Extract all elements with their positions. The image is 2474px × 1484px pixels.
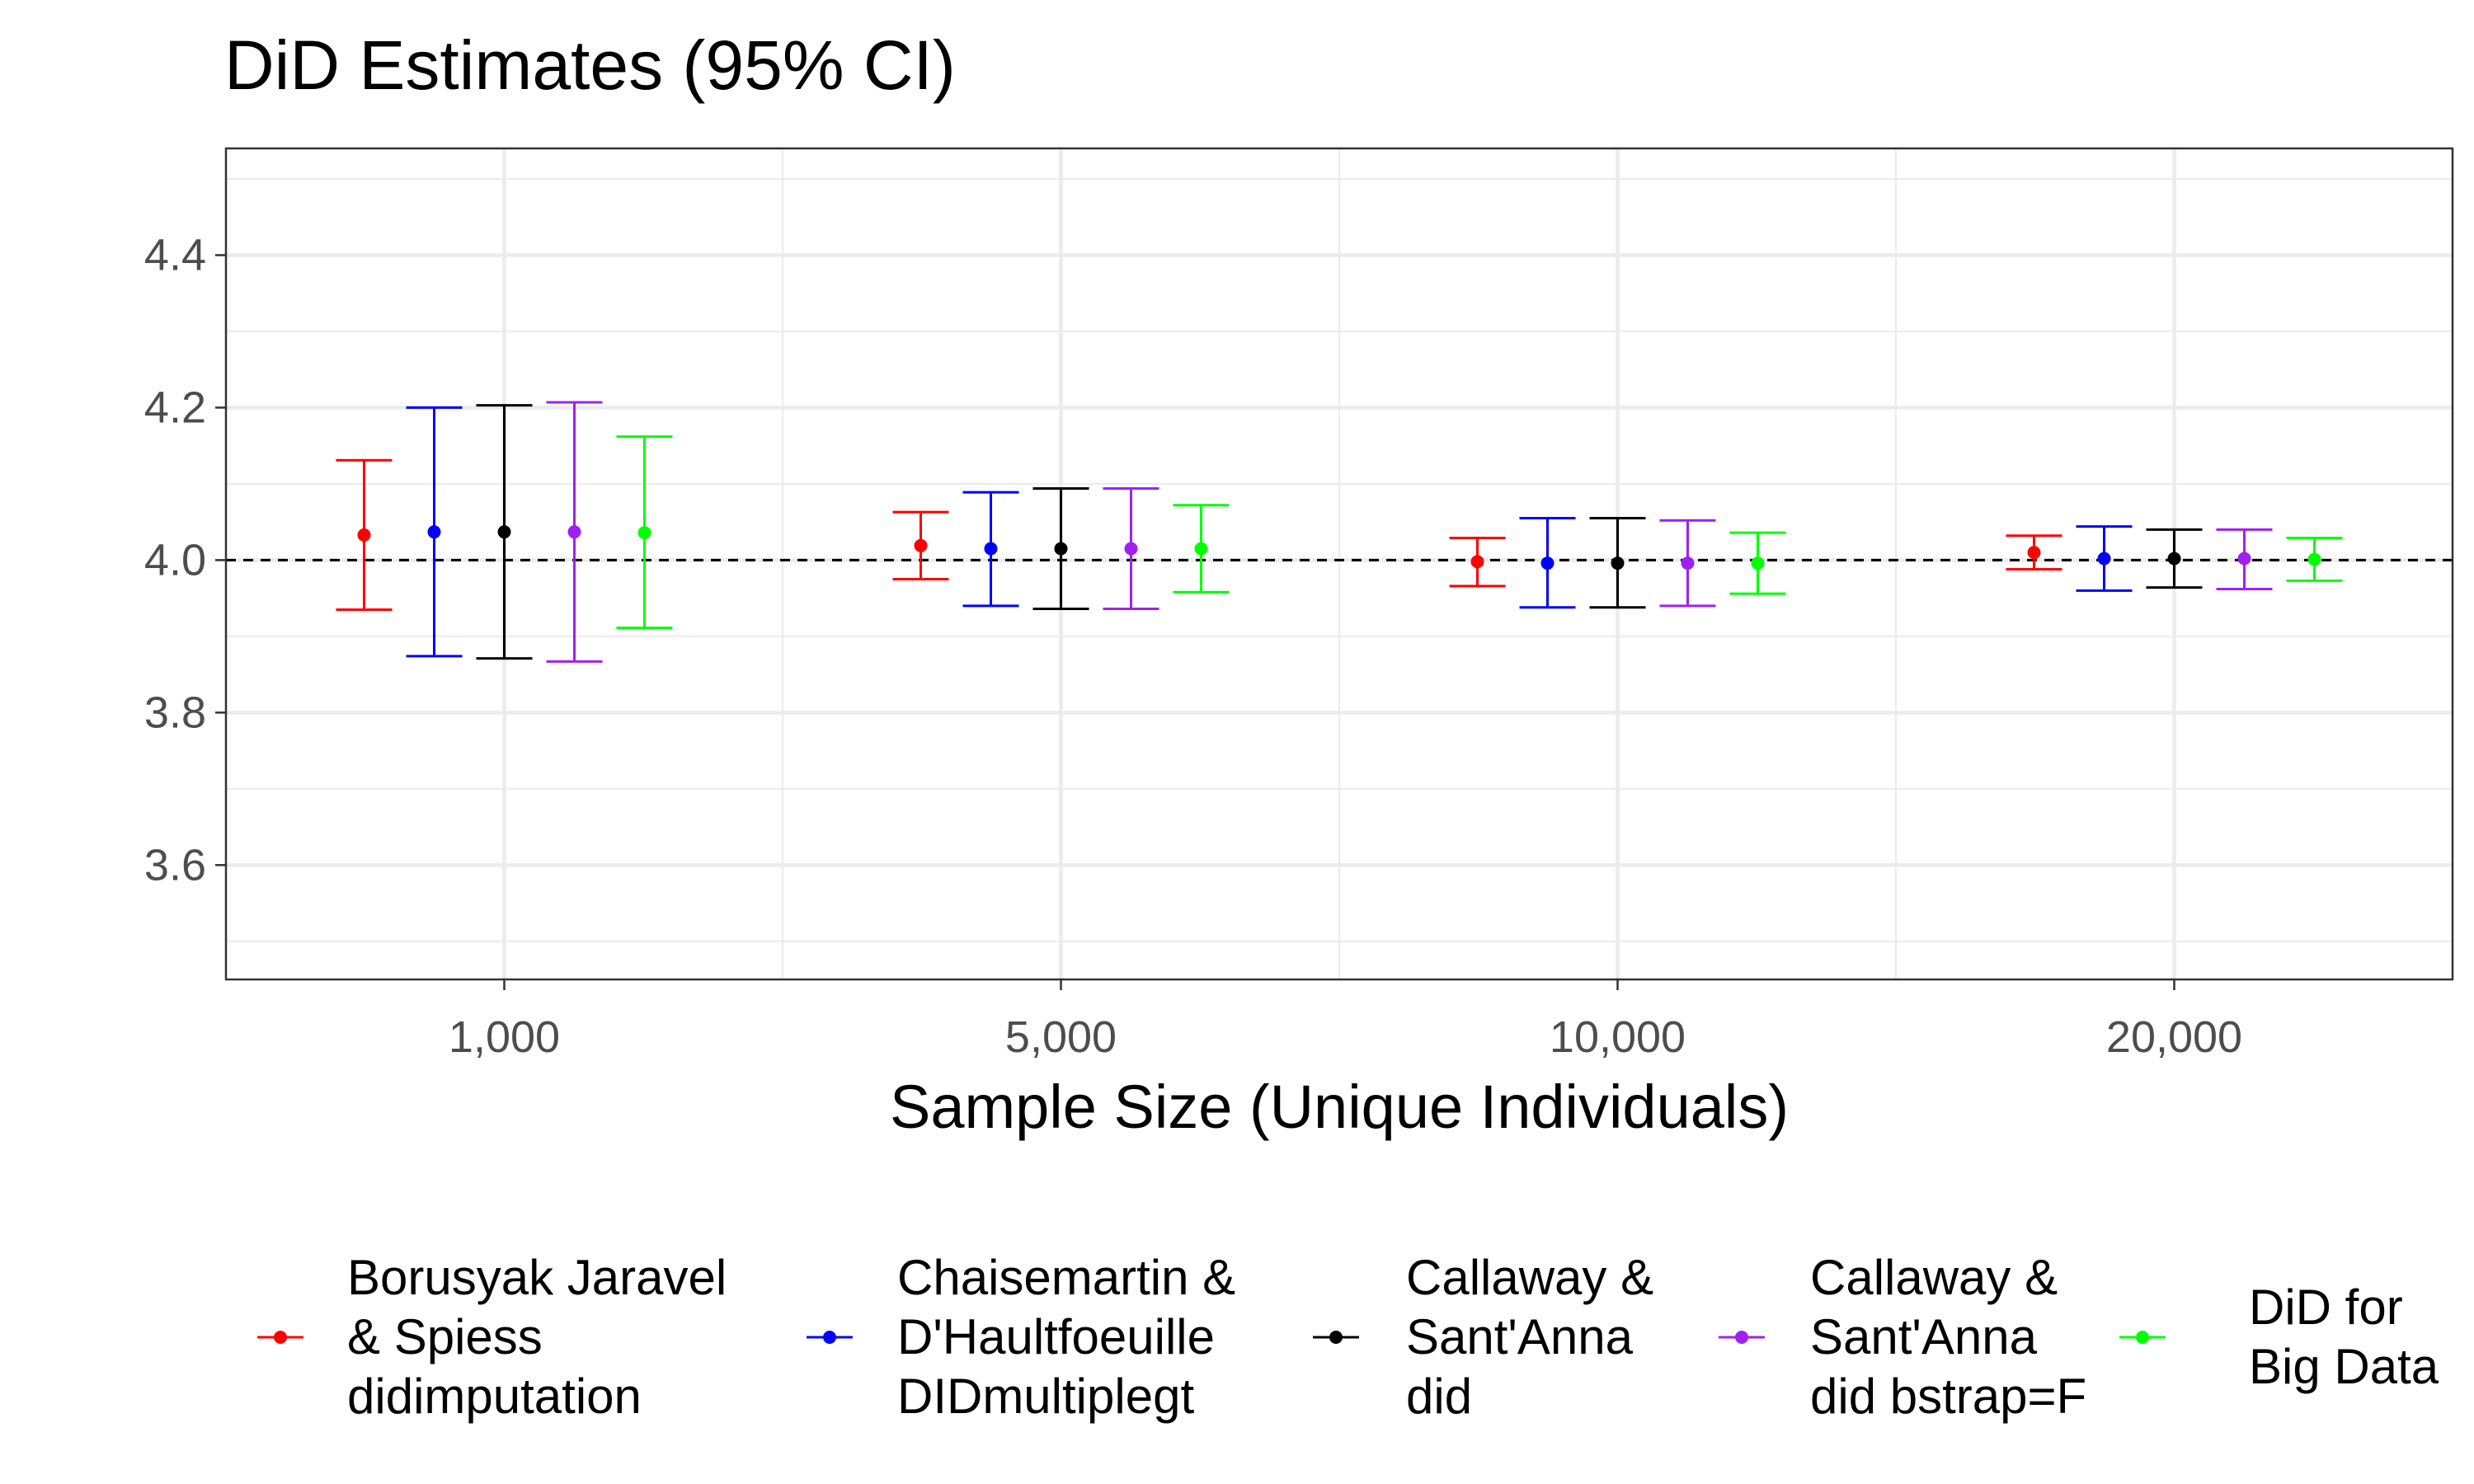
series-2 bbox=[406, 406, 2133, 658]
legend-key-point bbox=[1329, 1331, 1343, 1344]
legend-label-line: D'Haultfoeuille bbox=[897, 1309, 1215, 1364]
legend-label-line: Big Data bbox=[2249, 1339, 2439, 1394]
estimate-point bbox=[1751, 556, 1765, 571]
estimate-point bbox=[1681, 556, 1695, 571]
legend-item-2: Chaisemartin &D'HaultfoeuilleDIDmultiple… bbox=[807, 1250, 1235, 1424]
estimate-point bbox=[2237, 552, 2251, 566]
estimate-point bbox=[2167, 552, 2181, 566]
x-tick-label: 1,000 bbox=[449, 1012, 560, 1062]
x-axis-title: Sample Size (Unique Individuals) bbox=[890, 1073, 1789, 1141]
y-tick-label: 3.6 bbox=[144, 840, 206, 890]
y-tick-label: 3.8 bbox=[144, 688, 206, 737]
plot-panel-border bbox=[224, 147, 2454, 981]
legend-key-point bbox=[2136, 1331, 2149, 1344]
legend-key-point bbox=[823, 1331, 836, 1344]
estimate-point bbox=[2027, 546, 2041, 560]
series-5 bbox=[616, 435, 2343, 630]
series-1 bbox=[336, 458, 2062, 611]
legend-label-line: Callaway & bbox=[1810, 1250, 2058, 1305]
estimate-point bbox=[567, 525, 581, 539]
legend-label-line: DIDmultiplegt bbox=[897, 1369, 1194, 1424]
estimate-point bbox=[1470, 555, 1484, 569]
estimate-point bbox=[637, 526, 651, 540]
estimate-point bbox=[497, 525, 511, 539]
legend-label-line: DiD for bbox=[2249, 1280, 2403, 1335]
legend-label-line: Chaisemartin & bbox=[897, 1250, 1235, 1305]
estimate-point bbox=[1540, 556, 1554, 571]
y-tick-label: 4.4 bbox=[144, 230, 206, 279]
y-tick-label: 4.0 bbox=[144, 535, 206, 585]
legend-label-line: Callaway & bbox=[1406, 1250, 1653, 1305]
series-3 bbox=[476, 404, 2203, 660]
legend-label-line: did bstrap=F bbox=[1810, 1369, 2086, 1424]
legend-key-point bbox=[1735, 1331, 1748, 1344]
estimate-point bbox=[2097, 552, 2111, 566]
chart-title: DiD Estimates (95% CI) bbox=[224, 26, 956, 104]
y-tick-label: 4.2 bbox=[144, 383, 206, 432]
legend-label-line: didimputation bbox=[347, 1369, 642, 1424]
estimate-point bbox=[357, 528, 371, 542]
x-tick-label: 20,000 bbox=[2106, 1012, 2242, 1062]
estimate-point bbox=[914, 538, 928, 552]
estimate-point bbox=[1124, 542, 1138, 556]
legend-label-line: Sant'Anna bbox=[1406, 1309, 1634, 1364]
estimate-point bbox=[984, 542, 998, 556]
y-axis: 3.6 3.8 4.0 4.2 4.4 bbox=[144, 230, 226, 890]
estimate-point bbox=[1194, 542, 1208, 556]
legend-label-line: Sant'Anna bbox=[1810, 1309, 2038, 1364]
estimate-point bbox=[427, 525, 441, 539]
x-tick-label: 10,000 bbox=[1550, 1012, 1686, 1062]
legend-label-line: & Spiess bbox=[347, 1309, 543, 1364]
x-axis: 1,000 5,000 10,000 20,000 bbox=[449, 979, 2242, 1062]
estimate-point bbox=[1054, 542, 1068, 556]
legend-label-line: Borusyak Jaravel bbox=[347, 1250, 727, 1305]
legend-key-point bbox=[274, 1331, 287, 1344]
legend-label-line: did bbox=[1406, 1369, 1472, 1424]
x-tick-label: 5,000 bbox=[1005, 1012, 1117, 1062]
estimate-point bbox=[1611, 556, 1625, 571]
estimate-point bbox=[2307, 552, 2321, 566]
series-4 bbox=[546, 401, 2273, 663]
errorbar-group bbox=[336, 401, 2343, 663]
